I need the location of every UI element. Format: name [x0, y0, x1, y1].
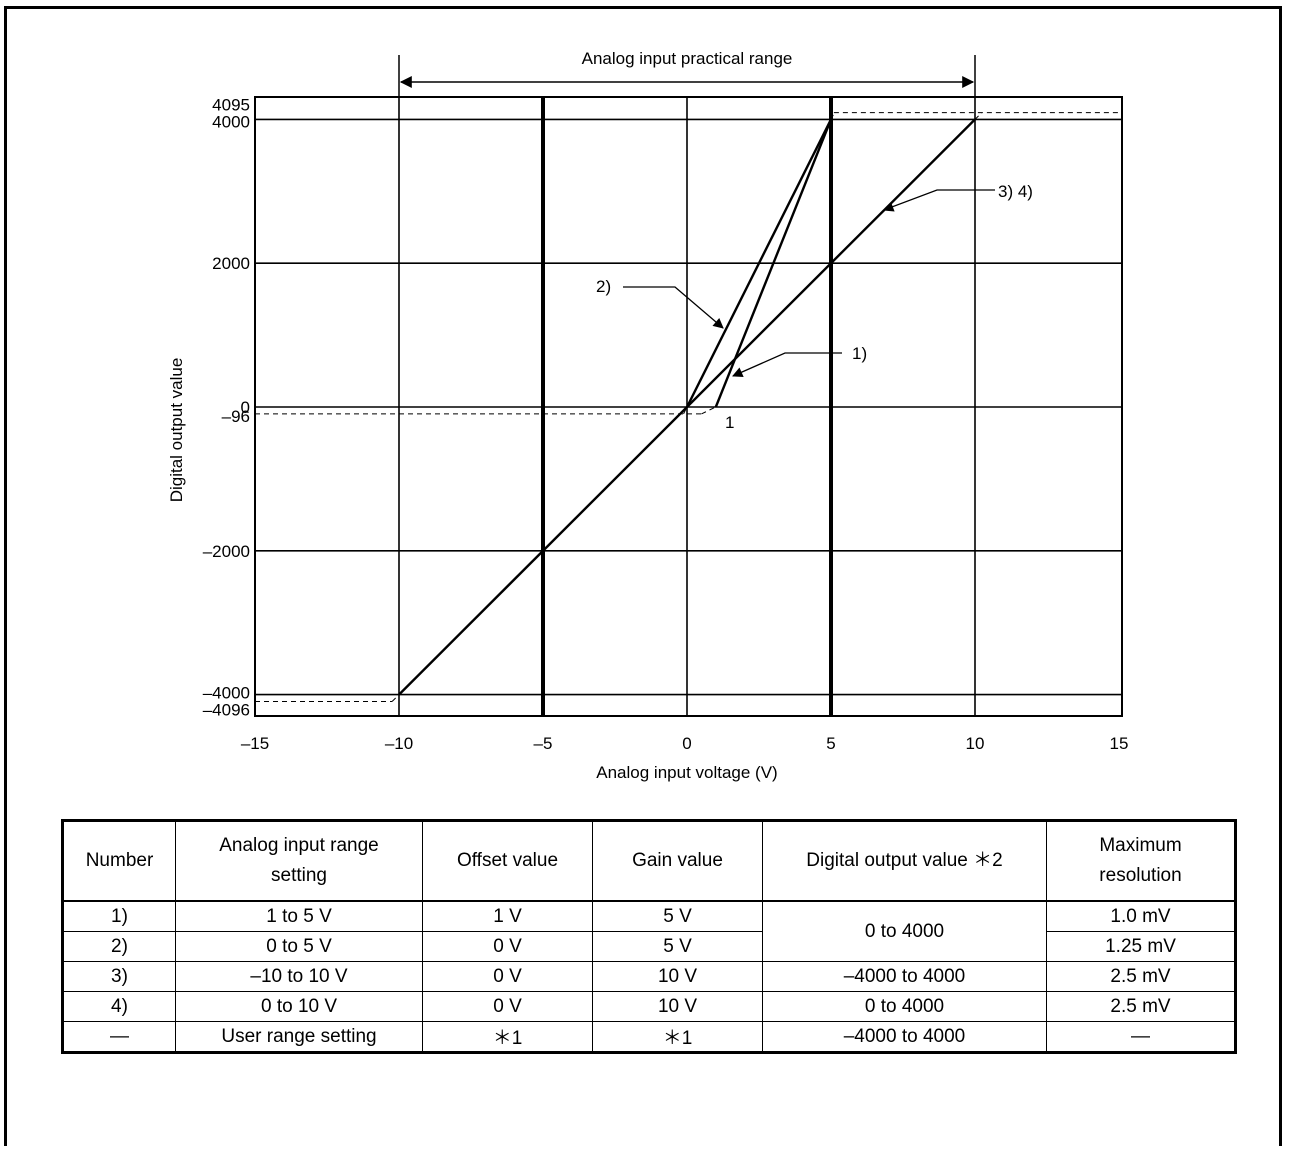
figure-frame	[4, 6, 1282, 1146]
cell-number: 3)	[62, 961, 176, 992]
callout-2-leader	[623, 286, 724, 329]
x-tick-label: –15	[241, 734, 269, 753]
y-tick-label: –4000	[203, 684, 250, 703]
cell-number: 4)	[62, 991, 176, 1022]
cell-number: —	[62, 1021, 176, 1053]
cell-offset: 0 V	[422, 961, 593, 992]
header-range-setting: Analog input range setting	[175, 820, 423, 902]
limit-dash	[391, 694, 400, 702]
table-row: 4) 0 to 10 V 0 V 10 V 0 to 4000 2.5 mV	[62, 991, 1236, 1022]
y-tick-label: –2000	[203, 542, 250, 561]
cell-range: User range setting	[175, 1021, 423, 1053]
plot-border	[254, 96, 1123, 717]
limit-dash	[830, 112, 835, 120]
header-gain: Gain value	[592, 820, 763, 902]
cell-gain: 10 V	[592, 961, 763, 992]
cell-range: 1 to 5 V	[175, 900, 423, 932]
limit-dash	[701, 406, 717, 415]
x-tick-label: 0	[682, 734, 691, 753]
cell-offset: ＊1	[422, 1021, 593, 1053]
table-row: 3) –10 to 10 V 0 V 10 V –4000 to 4000 2.…	[62, 961, 1236, 992]
x-axis-label: Analog input voltage (V)	[596, 763, 777, 782]
table-row: — User range setting ＊1 ＊1 –4000 to 4000…	[62, 1021, 1236, 1053]
x-tick-label: –10	[385, 734, 413, 753]
annotations: 1) 2) 3) 4) 1	[398, 55, 1033, 432]
chart: –15 –10 –5 0 5 10 154095400020000–96–2000–4000…	[167, 49, 1129, 782]
cell-number: 1)	[62, 900, 176, 932]
callout-2-label: 2)	[596, 277, 611, 296]
y-tick-label: 0	[241, 398, 250, 417]
header-number: Number	[62, 820, 176, 902]
cell-digital-output: –4000 to 4000	[762, 961, 1047, 992]
y-tick-label: –4096	[203, 701, 250, 720]
cell-digital-output: 0 to 4000	[762, 900, 1047, 962]
table-header-row: Number Analog input range setting Offset…	[62, 820, 1236, 902]
limit-lines	[255, 112, 1122, 703]
limit-dash	[974, 112, 983, 120]
cell-gain: 5 V	[592, 931, 763, 962]
x-tick-label: 5	[826, 734, 835, 753]
cell-range: 0 to 5 V	[175, 931, 423, 962]
settings-table: Number Analog input range setting Offset…	[61, 819, 1237, 1054]
chart-title: Analog input practical range	[582, 49, 793, 68]
y-tick-label: –96	[222, 407, 250, 426]
x-tick-label: 10	[966, 734, 985, 753]
header-max-resolution: Maximum resolution	[1046, 820, 1236, 902]
x-tick-label: 15	[1110, 734, 1129, 753]
cell-offset: 0 V	[422, 991, 593, 1022]
cell-resolution: 2.5 mV	[1046, 991, 1236, 1022]
cell-gain: ＊1	[592, 1021, 763, 1053]
cell-gain: 5 V	[592, 900, 763, 932]
cell-range: –10 to 10 V	[175, 961, 423, 992]
axes: –15 –10 –5 0 5 10 154095400020000–96–2000–4000…	[203, 96, 1129, 753]
callout-1-leader	[732, 352, 842, 377]
y-tick-label: 2000	[212, 254, 250, 273]
cell-resolution: 2.5 mV	[1046, 961, 1236, 992]
series-line-3	[398, 118, 976, 696]
cell-range: 0 to 10 V	[175, 991, 423, 1022]
cell-offset: 1 V	[422, 900, 593, 932]
cell-digital-output: 0 to 4000	[762, 991, 1047, 1022]
cell-digital-output: –4000 to 4000	[762, 1021, 1047, 1053]
cell-resolution: —	[1046, 1021, 1236, 1053]
series-line-2	[685, 118, 833, 408]
cell-number: 2)	[62, 931, 176, 962]
callout-34-leader	[883, 189, 995, 212]
note-1-label: 1	[725, 413, 734, 432]
header-digital-output: Digital output value ＊2	[762, 820, 1047, 902]
callout-1-label: 1)	[852, 344, 867, 363]
series-lines	[398, 118, 976, 696]
cell-resolution: 1.25 mV	[1046, 931, 1236, 962]
y-tick-label: 4095	[212, 96, 250, 115]
table-row: 2) 0 to 5 V 0 V 5 V 1.25 mV	[62, 931, 1236, 962]
header-offset: Offset value	[422, 820, 593, 902]
x-tick-label: –5	[534, 734, 553, 753]
cell-offset: 0 V	[422, 931, 593, 962]
table-row: 1) 1 to 5 V 1 V 5 V 0 to 4000 1.0 mV	[62, 900, 1236, 962]
limit-dash	[683, 406, 688, 415]
y-axis-label: Digital output value	[167, 358, 186, 503]
y-tick-label: 4000	[212, 112, 250, 131]
callout-34-label: 3) 4)	[998, 182, 1033, 201]
cell-gain: 10 V	[592, 991, 763, 1022]
cell-resolution: 1.0 mV	[1046, 900, 1236, 932]
